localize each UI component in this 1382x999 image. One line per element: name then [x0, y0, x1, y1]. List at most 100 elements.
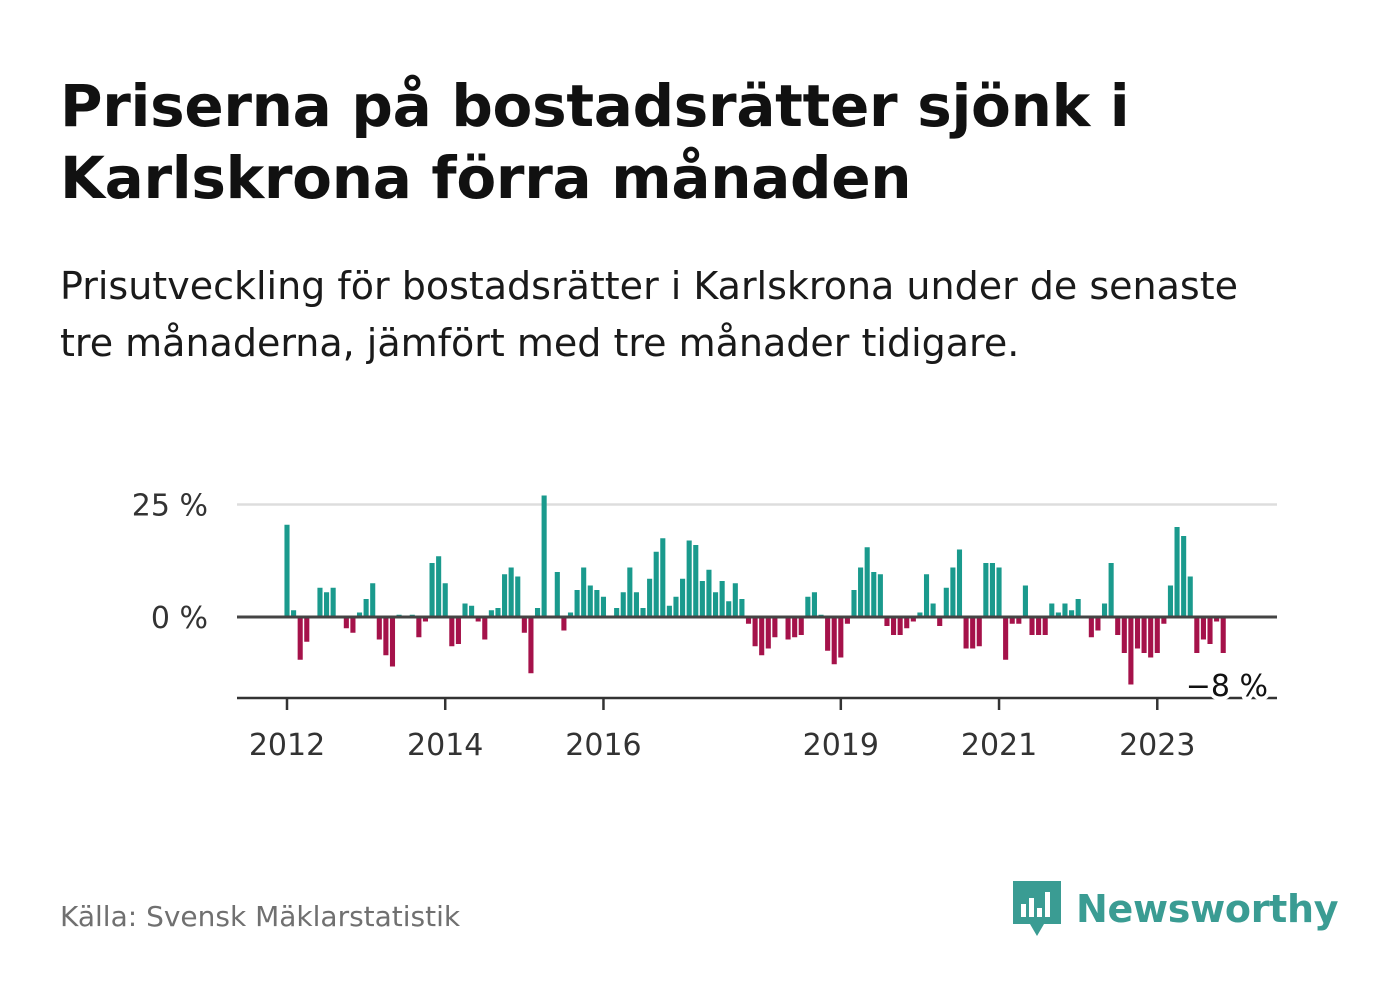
- bar-positive: [713, 592, 719, 617]
- bar-positive: [950, 567, 956, 617]
- bar-positive: [666, 605, 672, 617]
- bar-negative: [1121, 617, 1127, 653]
- bar-positive: [1062, 603, 1068, 617]
- bar-positive: [1181, 536, 1187, 617]
- bar-negative: [1042, 617, 1048, 635]
- brand-name: Newsworthy: [1076, 887, 1339, 931]
- bar-negative: [1009, 617, 1015, 624]
- bar-negative: [838, 617, 844, 658]
- bar-negative: [416, 617, 422, 638]
- bar-negative: [304, 617, 310, 642]
- bar-positive: [686, 540, 692, 617]
- bar-positive: [363, 599, 369, 617]
- newsworthy-logo-icon: [1013, 881, 1061, 936]
- x-tick-label: 2023: [1119, 728, 1195, 763]
- x-tick-label: 2021: [961, 728, 1037, 763]
- bar-positive: [989, 563, 995, 617]
- bar-positive: [877, 574, 883, 617]
- bar-positive: [469, 605, 475, 617]
- bar-positive: [719, 581, 725, 617]
- label-layer: 25 %0 %2012 2014 2016 2019 2021 2023−8 %−8 %: [132, 489, 1272, 764]
- bar-positive: [1075, 599, 1081, 617]
- bar-positive: [871, 572, 877, 617]
- bar-negative: [1220, 617, 1226, 653]
- bar-positive: [1069, 610, 1075, 617]
- bar-positive: [508, 567, 514, 617]
- bar-positive: [864, 547, 870, 617]
- bar-negative: [1128, 617, 1134, 685]
- bar-negative: [1200, 617, 1206, 640]
- chart-subtitle: Prisutveckling för bostadsrätter i Karls…: [60, 264, 1238, 365]
- bar-negative: [970, 617, 976, 649]
- bar-positive: [462, 603, 468, 617]
- bar-negative: [1141, 617, 1147, 653]
- bar-positive: [739, 599, 745, 617]
- bar-negative: [772, 617, 778, 638]
- bar-positive: [370, 583, 376, 617]
- bar-negative: [798, 617, 804, 635]
- bar-negative: [1194, 617, 1200, 653]
- bar-negative: [297, 617, 303, 660]
- bar-positive: [956, 549, 963, 617]
- bar-positive: [633, 592, 639, 617]
- bar-positive: [805, 596, 811, 617]
- bar-positive: [811, 592, 817, 617]
- bar-positive: [291, 610, 297, 617]
- bar-negative: [759, 617, 765, 656]
- bar-negative: [1214, 617, 1220, 622]
- bar-positive: [442, 583, 448, 617]
- bar-negative: [785, 617, 791, 640]
- x-tick-label: 2019: [803, 728, 879, 763]
- bar-negative: [765, 617, 771, 649]
- bar-negative: [350, 617, 356, 633]
- bar-negative: [904, 617, 910, 629]
- bar-positive: [673, 596, 679, 617]
- bar-positive: [594, 590, 600, 617]
- bar-positive: [732, 583, 738, 617]
- bar-negative: [1148, 617, 1154, 658]
- bar-positive: [574, 590, 580, 617]
- bar-positive: [587, 585, 593, 617]
- bar-positive: [647, 578, 653, 617]
- bar-positive: [699, 581, 705, 617]
- bar-positive: [554, 572, 560, 617]
- bar-negative: [752, 617, 758, 647]
- bar-positive: [660, 538, 666, 617]
- bar-positive: [1055, 612, 1061, 617]
- bar-negative: [825, 617, 831, 651]
- bar-negative: [521, 617, 527, 633]
- bar-negative: [1095, 617, 1101, 631]
- bar-positive: [923, 574, 930, 617]
- bar-positive: [502, 574, 508, 617]
- y-tick-label: 0 %: [151, 601, 208, 636]
- bar-positive: [541, 495, 547, 617]
- y-tick-label: 25 %: [132, 489, 208, 524]
- bar-negative: [792, 617, 798, 638]
- newsworthy-logo: Newsworthy: [1010, 878, 1339, 940]
- bar-negative: [831, 617, 837, 665]
- bar-positive: [515, 576, 521, 617]
- bar-positive: [534, 608, 541, 617]
- bar-negative: [482, 617, 488, 640]
- bar-positive: [996, 567, 1002, 617]
- bar-positive: [600, 596, 607, 617]
- bar-positive: [495, 608, 501, 617]
- bar-positive: [1167, 585, 1174, 617]
- bar-positive: [917, 612, 923, 617]
- bar-negative: [383, 617, 389, 656]
- end-value-label-halo: −8 %: [1186, 669, 1268, 704]
- bar-negative: [844, 617, 850, 624]
- x-tick-label: 2016: [565, 728, 641, 763]
- bar-positive: [1187, 576, 1193, 617]
- bar-negative: [1029, 617, 1035, 635]
- bar-negative: [528, 617, 534, 674]
- x-tick-label: 2014: [407, 728, 483, 763]
- bar-negative: [1134, 617, 1141, 649]
- bar-positive: [317, 587, 323, 617]
- bar-positive: [1174, 527, 1180, 617]
- bar-positive: [1108, 563, 1114, 617]
- bar-positive: [640, 608, 646, 617]
- bar-negative: [1207, 617, 1213, 644]
- bar-positive: [356, 612, 363, 617]
- bar-negative: [937, 617, 943, 626]
